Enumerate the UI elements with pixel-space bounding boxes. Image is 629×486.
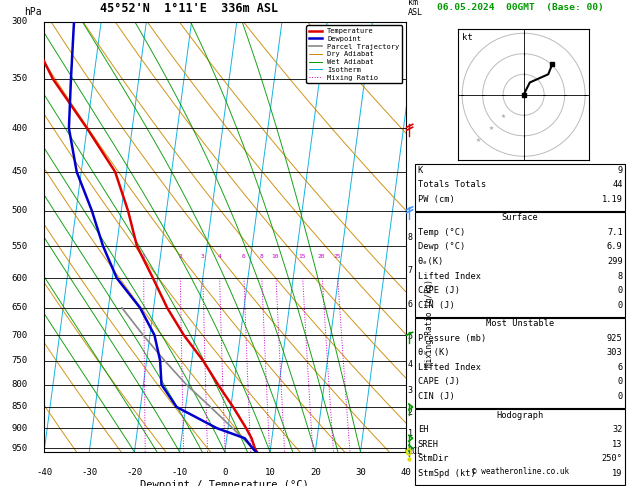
Text: 650: 650: [11, 303, 28, 312]
Text: Dewp (°C): Dewp (°C): [418, 243, 465, 251]
Text: StmDir: StmDir: [418, 454, 449, 463]
Text: 20: 20: [310, 469, 321, 477]
Text: 450: 450: [11, 167, 28, 176]
Text: 7.1: 7.1: [607, 228, 623, 237]
Text: 0: 0: [222, 469, 228, 477]
Legend: Temperature, Dewpoint, Parcel Trajectory, Dry Adiabat, Wet Adiabat, Isotherm, Mi: Temperature, Dewpoint, Parcel Trajectory…: [306, 25, 402, 83]
Text: 13: 13: [612, 440, 623, 449]
Text: 0: 0: [618, 392, 623, 401]
Text: 6: 6: [408, 300, 413, 310]
Text: 15: 15: [298, 255, 306, 260]
Text: 500: 500: [11, 206, 28, 215]
Text: Temp (°C): Temp (°C): [418, 228, 465, 237]
Text: CAPE (J): CAPE (J): [418, 286, 460, 295]
Text: Surface: Surface: [501, 213, 538, 222]
Text: 800: 800: [11, 380, 28, 389]
Text: 6: 6: [242, 255, 245, 260]
Text: 40: 40: [400, 469, 411, 477]
Text: CIN (J): CIN (J): [418, 392, 454, 401]
Text: 700: 700: [11, 330, 28, 340]
Text: 2: 2: [178, 255, 182, 260]
Text: Lifted Index: Lifted Index: [418, 272, 481, 280]
Text: 32: 32: [612, 425, 623, 434]
Text: 950: 950: [11, 444, 28, 452]
Text: 06.05.2024  00GMT  (Base: 00): 06.05.2024 00GMT (Base: 00): [437, 3, 604, 13]
Text: CIN (J): CIN (J): [418, 301, 454, 310]
Text: 350: 350: [11, 74, 28, 84]
Text: Lifted Index: Lifted Index: [418, 363, 481, 372]
Text: 1: 1: [408, 429, 413, 437]
Text: 3: 3: [408, 386, 413, 395]
Text: 6.9: 6.9: [607, 243, 623, 251]
Text: 850: 850: [11, 402, 28, 412]
Text: 8: 8: [618, 272, 623, 280]
Text: LCL: LCL: [408, 447, 423, 456]
Text: ★: ★: [501, 111, 506, 120]
Text: Totals Totals: Totals Totals: [418, 180, 486, 189]
Text: 8: 8: [408, 233, 413, 242]
Text: -40: -40: [36, 469, 52, 477]
Text: EH: EH: [418, 425, 428, 434]
Text: 20: 20: [318, 255, 325, 260]
Text: PW (cm): PW (cm): [418, 195, 454, 204]
Text: ★: ★: [476, 136, 481, 144]
Text: 2: 2: [408, 408, 413, 417]
Text: 4: 4: [218, 255, 221, 260]
Text: 303: 303: [607, 348, 623, 357]
Text: 9: 9: [618, 166, 623, 174]
Text: 0: 0: [618, 286, 623, 295]
Text: θₑ(K): θₑ(K): [418, 257, 444, 266]
Text: 5: 5: [408, 332, 413, 341]
Text: kt: kt: [462, 33, 473, 42]
Text: 925: 925: [607, 334, 623, 343]
Text: Pressure (mb): Pressure (mb): [418, 334, 486, 343]
Text: 0: 0: [618, 301, 623, 310]
Text: Hodograph: Hodograph: [496, 411, 543, 419]
Text: 299: 299: [607, 257, 623, 266]
Text: 7: 7: [408, 266, 413, 275]
Text: 30: 30: [355, 469, 366, 477]
Text: K: K: [418, 166, 423, 174]
Text: θₑ (K): θₑ (K): [418, 348, 449, 357]
Text: Mixing Ratio (g/kg): Mixing Ratio (g/kg): [425, 279, 434, 367]
Text: 45°52'N  1°11'E  336m ASL: 45°52'N 1°11'E 336m ASL: [99, 2, 278, 16]
Text: 8: 8: [259, 255, 263, 260]
Text: 300: 300: [11, 17, 28, 26]
Text: 25: 25: [333, 255, 340, 260]
Text: 550: 550: [11, 242, 28, 250]
Text: -10: -10: [172, 469, 187, 477]
Text: 600: 600: [11, 274, 28, 283]
Text: 19: 19: [612, 469, 623, 478]
Text: 10: 10: [265, 469, 276, 477]
Text: CAPE (J): CAPE (J): [418, 378, 460, 386]
Text: 1.19: 1.19: [602, 195, 623, 204]
Text: Dewpoint / Temperature (°C): Dewpoint / Temperature (°C): [140, 480, 309, 486]
Text: -20: -20: [126, 469, 143, 477]
Text: SREH: SREH: [418, 440, 438, 449]
Text: 44: 44: [612, 180, 623, 189]
Text: hPa: hPa: [24, 7, 42, 17]
Text: 4: 4: [408, 360, 413, 369]
Text: 3: 3: [201, 255, 204, 260]
Text: 250°: 250°: [602, 454, 623, 463]
Text: 0: 0: [618, 378, 623, 386]
Text: © weatheronline.co.uk: © weatheronline.co.uk: [472, 467, 569, 476]
Text: ★: ★: [488, 123, 493, 132]
Text: Most Unstable: Most Unstable: [486, 319, 554, 328]
Text: 400: 400: [11, 124, 28, 133]
Text: StmSpd (kt): StmSpd (kt): [418, 469, 476, 478]
Text: 10: 10: [272, 255, 279, 260]
Text: 900: 900: [11, 424, 28, 433]
Text: 750: 750: [11, 356, 28, 365]
Text: 1: 1: [142, 255, 145, 260]
Text: -30: -30: [81, 469, 97, 477]
Text: km
ASL: km ASL: [408, 0, 423, 17]
Text: 6: 6: [618, 363, 623, 372]
